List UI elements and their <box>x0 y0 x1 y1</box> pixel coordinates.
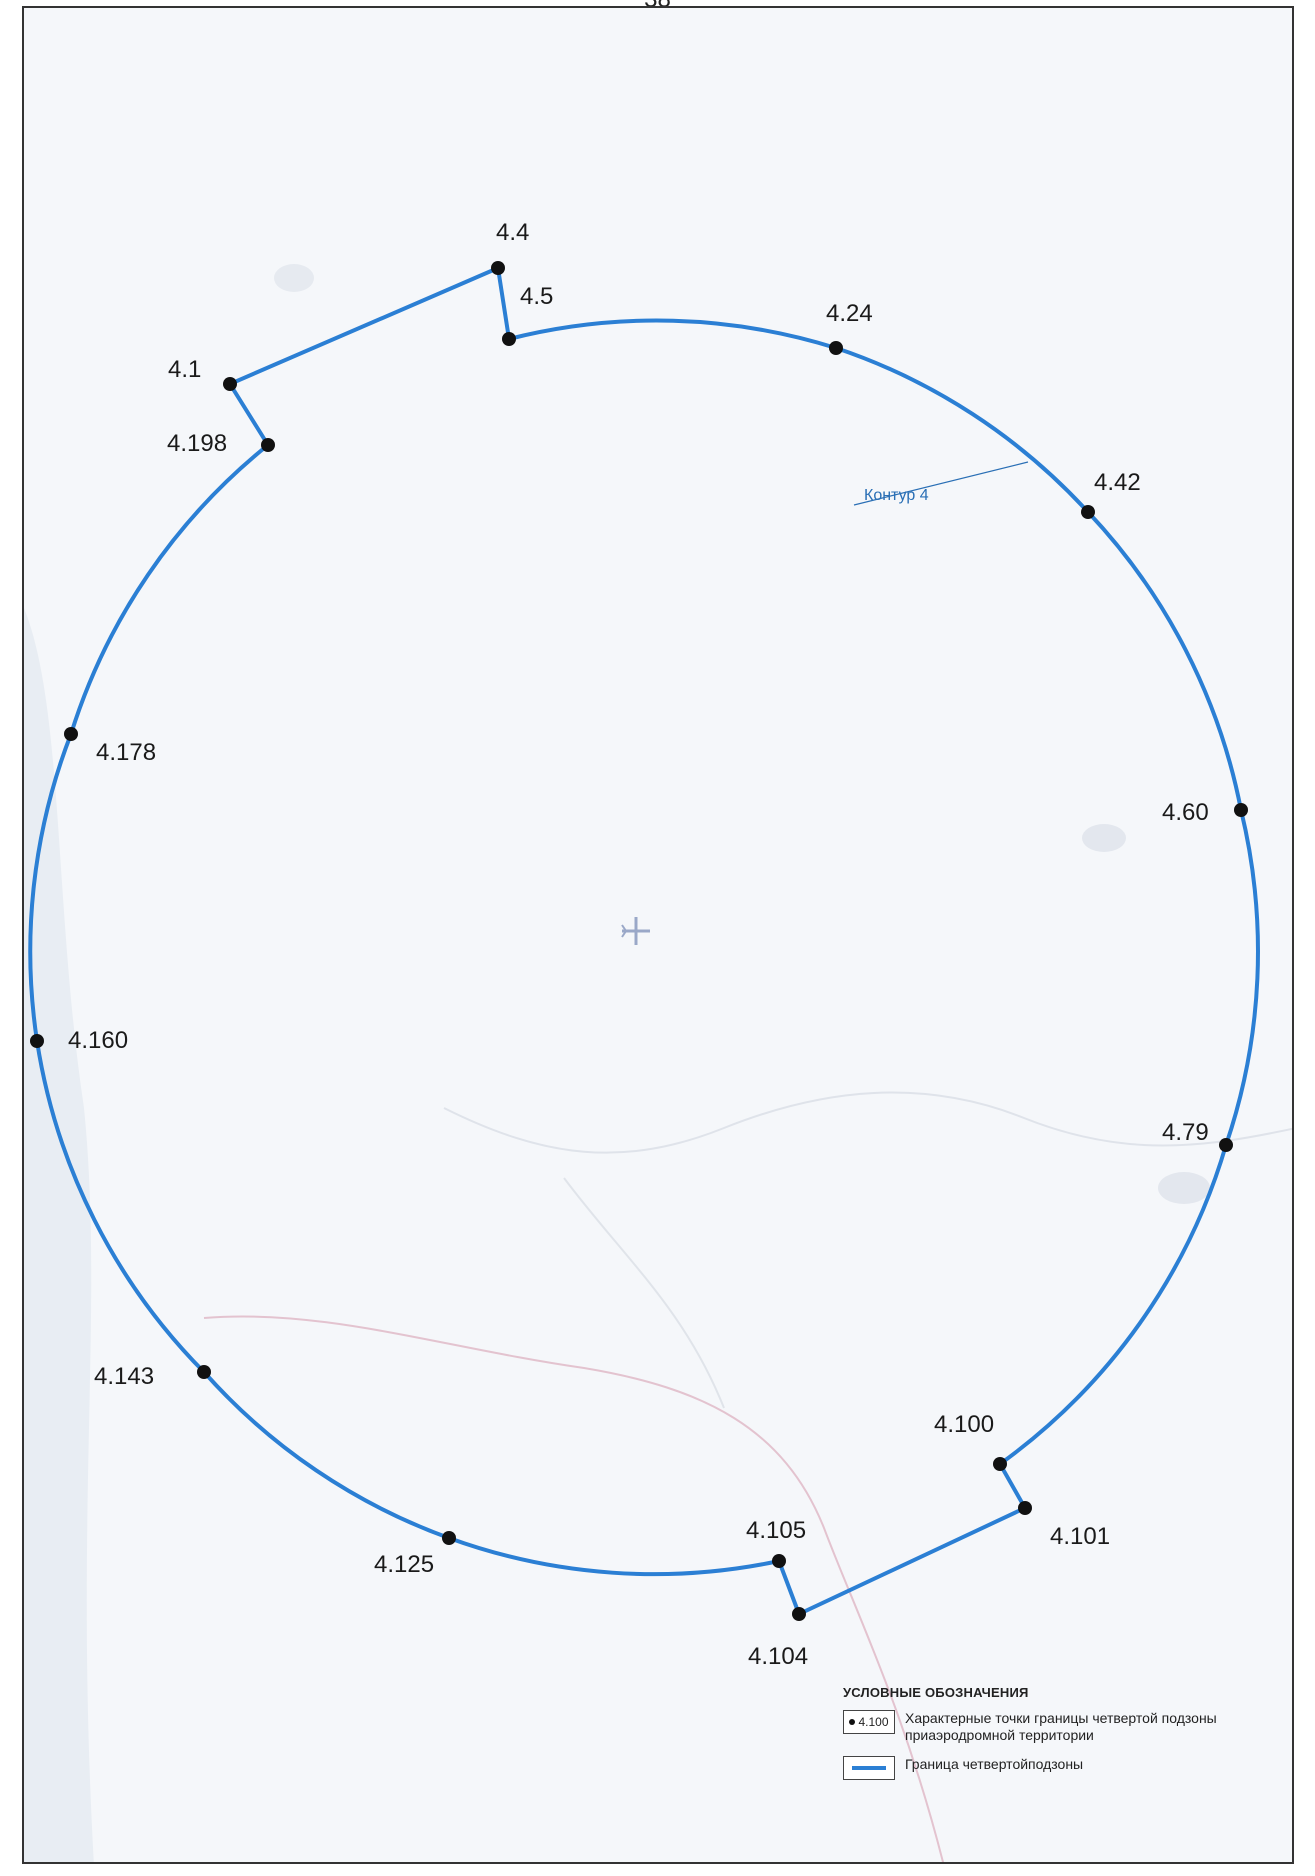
point-label-4.4: 4.4 <box>496 219 529 246</box>
subzone-boundary <box>28 266 1260 1617</box>
point-label-4.42: 4.42 <box>1094 469 1141 496</box>
airplane-icon <box>621 917 650 945</box>
contour-leader-line <box>853 461 1029 506</box>
legend: УСЛОВНЫЕ ОБОЗНАЧЕНИЯ 4.100 Характерные т… <box>843 1685 1283 1792</box>
boundary-points: 4.4 4.5 4.24 4.42 4.60 4.79 4.100 4.101 4.104 4.1… <box>30 219 1248 1670</box>
boundary-point-4.100[interactable] <box>993 1457 1007 1471</box>
contour-label: Контур 4 <box>864 487 929 504</box>
point-label-4.24: 4.24 <box>826 300 873 327</box>
boundary-point-4.105[interactable] <box>772 1554 786 1568</box>
boundary-point-4.178[interactable] <box>64 727 78 741</box>
basemap <box>24 264 1292 1862</box>
boundary-point-4.125[interactable] <box>442 1531 456 1545</box>
legend-item-boundary-text: Граница четвертойподзоны <box>905 1756 1084 1772</box>
boundary-point-4.79[interactable] <box>1219 1138 1233 1152</box>
legend-item-points: 4.100 Характерные точки границы четверто… <box>843 1710 1283 1744</box>
boundary-point-4.60[interactable] <box>1234 803 1248 817</box>
point-label-4.143: 4.143 <box>94 1363 154 1390</box>
point-label-4.101: 4.101 <box>1050 1523 1110 1550</box>
boundary-point-4.24[interactable] <box>829 341 843 355</box>
point-label-4.60: 4.60 <box>1162 799 1209 826</box>
point-icon <box>849 1719 856 1725</box>
map-frame: Контур 4 4.4 4.5 4.24 4.42 4.60 4.79 4.100 4.10… <box>22 6 1294 1864</box>
boundary-point-4.1[interactable] <box>223 377 237 391</box>
boundary-point-4.4[interactable] <box>491 261 505 275</box>
boundary-point-4.42[interactable] <box>1081 505 1095 519</box>
legend-point-symbol: 4.100 <box>843 1710 895 1734</box>
point-label-4.105: 4.105 <box>746 1517 806 1544</box>
point-label-4.160: 4.160 <box>68 1027 128 1054</box>
point-label-4.125: 4.125 <box>374 1551 434 1578</box>
point-label-4.1: 4.1 <box>168 356 201 383</box>
boundary-point-4.143[interactable] <box>197 1365 211 1379</box>
map-canvas[interactable]: Контур 4 4.44.54.244.424.604.794.1004.10… <box>24 8 1294 1864</box>
legend-item-boundary: Граница четвертойподзоны <box>843 1756 1283 1780</box>
legend-line-symbol <box>843 1756 895 1780</box>
legend-item-points-text: Характерные точки границы четвертой подз… <box>905 1710 1217 1743</box>
point-label-4.198: 4.198 <box>167 430 227 457</box>
boundary-point-4.5[interactable] <box>502 332 516 346</box>
legend-title: УСЛОВНЫЕ ОБОЗНАЧЕНИЯ <box>843 1685 1029 1700</box>
boundary-point-4.101[interactable] <box>1018 1501 1032 1515</box>
point-label-4.104: 4.104 <box>748 1643 808 1670</box>
legend-point-symbol-label: 4.100 <box>858 1715 889 1729</box>
boundary-point-4.160[interactable] <box>30 1034 44 1048</box>
point-label-4.178: 4.178 <box>96 739 156 766</box>
point-label-4.79: 4.79 <box>1162 1119 1209 1146</box>
boundary-line-icon <box>852 1766 886 1770</box>
point-label-4.5: 4.5 <box>520 283 553 310</box>
boundary-point-4.198[interactable] <box>261 438 275 452</box>
point-label-4.100: 4.100 <box>934 1411 994 1438</box>
boundary-point-4.104[interactable] <box>792 1607 806 1621</box>
